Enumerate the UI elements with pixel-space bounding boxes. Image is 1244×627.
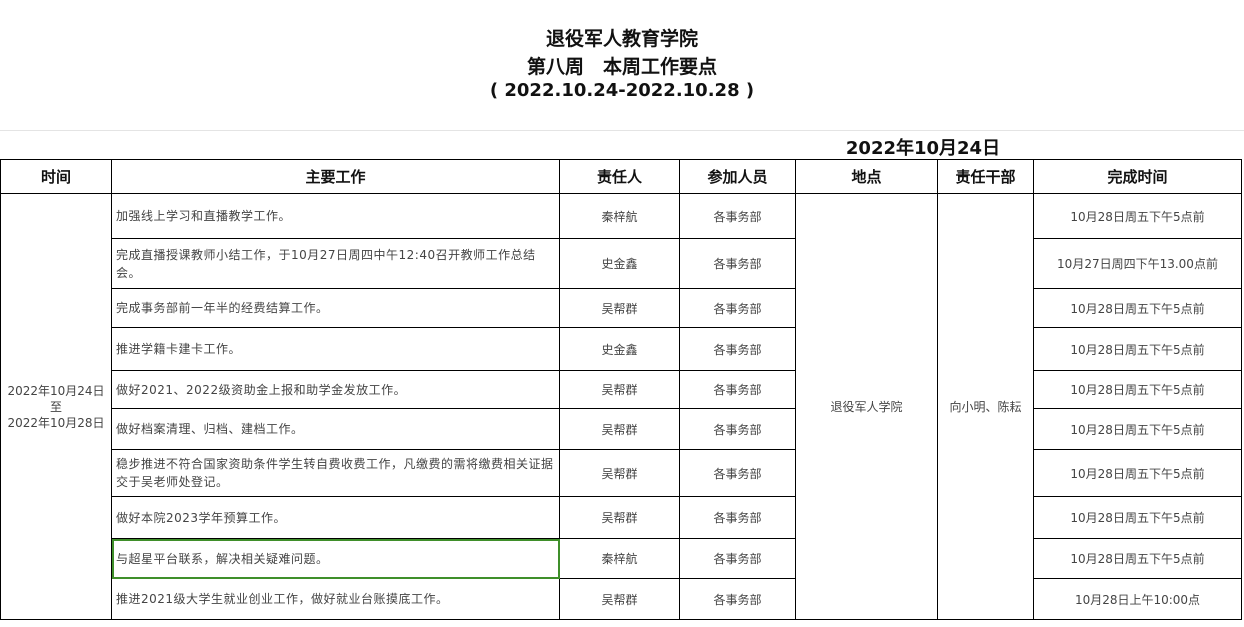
deadline-cell[interactable]: 10月28日周五下午5点前: [1033, 288, 1242, 328]
participants-cell[interactable]: 各事务部: [679, 578, 796, 620]
deadline-cell[interactable]: 10月27日周四下午13.00点前: [1033, 238, 1242, 289]
owner-cell[interactable]: 吴帮群: [559, 449, 680, 497]
table-row: 推进学籍卡建卡工作。 史金鑫 各事务部 10月28日周五下午5点前: [1, 327, 1242, 371]
owner-cell[interactable]: 史金鑫: [559, 238, 680, 289]
owner-cell[interactable]: 秦梓航: [559, 193, 680, 239]
work-cell[interactable]: 做好本院2023学年预算工作。: [111, 496, 560, 539]
location-cell[interactable]: 退役军人学院: [795, 193, 938, 620]
gridline: [0, 130, 1244, 131]
participants-cell[interactable]: 各事务部: [679, 193, 796, 239]
header-time[interactable]: 时间: [0, 159, 112, 194]
cadre-cell[interactable]: 向小明、陈耘: [937, 193, 1034, 620]
deadline-cell[interactable]: 10月28日周五下午5点前: [1033, 449, 1242, 497]
header-work[interactable]: 主要工作: [111, 159, 560, 194]
work-cell[interactable]: 完成直播授课教师小结工作，于10月27日周四中午12:40召开教师工作总结会。: [111, 238, 560, 289]
table-row: 完成事务部前一年半的经费结算工作。 吴帮群 各事务部 10月28日周五下午5点前: [1, 288, 1242, 328]
owner-cell[interactable]: 吴帮群: [559, 370, 680, 409]
work-cell[interactable]: 稳步推进不符合国家资助条件学生转自费收费工作，凡缴费的需将缴费相关证据交于吴老师…: [111, 449, 560, 497]
table-row: 完成直播授课教师小结工作，于10月27日周四中午12:40召开教师工作总结会。史…: [1, 238, 1242, 289]
deadline-cell[interactable]: 10月28日周五下午5点前: [1033, 370, 1242, 409]
title-line2: 第八周 本周工作要点: [526, 56, 717, 78]
header-row: 时间 主要工作 责任人 参加人员 地点 责任干部 完成时间: [0, 159, 1242, 194]
table-row: 推进2021级大学生就业创业工作，做好就业台账摸底工作。 吴帮群 各事务部 10月28…: [1, 578, 1242, 620]
table-row: 做好档案清理、归档、建档工作。 吴帮群 各事务部 10月28日周五下午5点前: [1, 408, 1242, 450]
owner-cell[interactable]: 吴帮群: [559, 408, 680, 450]
work-cell[interactable]: 加强线上学习和直播教学工作。: [111, 193, 560, 239]
participants-cell[interactable]: 各事务部: [679, 449, 796, 497]
title-line1: 退役军人教育学院: [545, 28, 698, 50]
work-cell[interactable]: 做好2021、2022级资助金上报和助学金发放工作。: [111, 370, 560, 409]
title-line3: ( 2022.10.24-2022.10.28 ): [489, 80, 755, 101]
header-location[interactable]: 地点: [795, 159, 938, 194]
header-deadline[interactable]: 完成时间: [1033, 159, 1242, 194]
work-cell[interactable]: 做好档案清理、归档、建档工作。: [111, 408, 560, 450]
table-row: 做好本院2023学年预算工作。 吴帮群 各事务部 10月28日周五下午5点前: [1, 496, 1242, 539]
header-cadre[interactable]: 责任干部: [937, 159, 1034, 194]
period-start: 2022年10月24日: [7, 383, 105, 398]
participants-cell[interactable]: 各事务部: [679, 538, 796, 579]
work-cell[interactable]: 推进2021级大学生就业创业工作，做好就业台账摸底工作。: [111, 578, 560, 620]
participants-cell[interactable]: 各事务部: [679, 288, 796, 328]
work-cell[interactable]: 与超星平台联系，解决相关疑难问题。: [111, 538, 560, 579]
participants-cell[interactable]: 各事务部: [679, 496, 796, 539]
table-row: 做好2021、2022级资助金上报和助学金发放工作。 吴帮群 各事务部 10月28日周…: [1, 370, 1242, 409]
owner-cell[interactable]: 吴帮群: [559, 578, 680, 620]
work-cell[interactable]: 完成事务部前一年半的经费结算工作。: [111, 288, 560, 328]
header-participants[interactable]: 参加人员: [679, 159, 796, 194]
deadline-cell[interactable]: 10月28日周五下午5点前: [1033, 496, 1242, 539]
work-table: 时间 主要工作 责任人 参加人员 地点 责任干部 完成时间 2022年10月24…: [0, 159, 1242, 620]
deadline-cell[interactable]: 10月28日周五下午5点前: [1033, 538, 1242, 579]
deadline-cell[interactable]: 10月28日上午10:00点: [1033, 578, 1242, 620]
table-row: 与超星平台联系，解决相关疑难问题。 秦梓航 各事务部 10月28日周五下午5点前: [1, 538, 1242, 579]
deadline-cell[interactable]: 10月28日周五下午5点前: [1033, 408, 1242, 450]
deadline-cell[interactable]: 10月28日周五下午5点前: [1033, 327, 1242, 371]
work-cell[interactable]: 推进学籍卡建卡工作。: [111, 327, 560, 371]
owner-cell[interactable]: 秦梓航: [559, 538, 680, 579]
deadline-cell[interactable]: 10月28日周五下午5点前: [1033, 193, 1242, 239]
period-cell[interactable]: 2022年10月24日至 2022年10月28日: [0, 193, 112, 620]
participants-cell[interactable]: 各事务部: [679, 327, 796, 371]
owner-cell[interactable]: 吴帮群: [559, 288, 680, 328]
date-heading: 2022年10月24日: [845, 138, 1001, 159]
participants-cell[interactable]: 各事务部: [679, 238, 796, 289]
participants-cell[interactable]: 各事务部: [679, 408, 796, 450]
period-to: 至: [49, 399, 62, 414]
owner-cell[interactable]: 吴帮群: [559, 496, 680, 539]
owner-cell[interactable]: 史金鑫: [559, 327, 680, 371]
period-end: 2022年10月28日: [7, 415, 105, 430]
header-owner[interactable]: 责任人: [559, 159, 680, 194]
participants-cell[interactable]: 各事务部: [679, 370, 796, 409]
table-row: 2022年10月24日至 2022年10月28日 加强线上学习和直播教学工作。 秦梓航…: [0, 193, 1242, 620]
table-row: 稳步推进不符合国家资助条件学生转自费收费工作，凡缴费的需将缴费相关证据交于吴老师…: [1, 449, 1242, 497]
